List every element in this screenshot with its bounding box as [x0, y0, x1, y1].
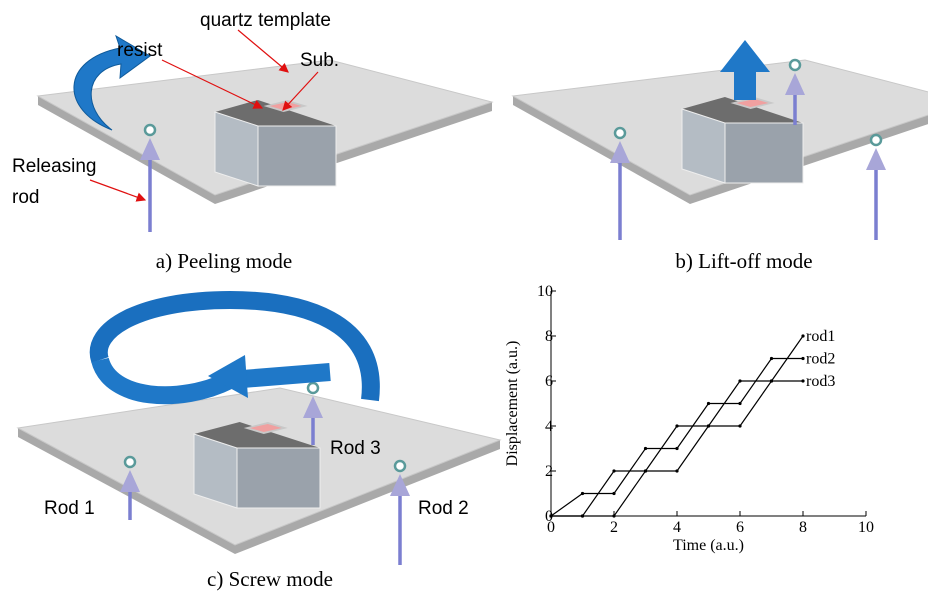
point — [549, 514, 552, 517]
point — [612, 492, 615, 495]
y-axis-title: Displacement (a.u.) — [504, 341, 521, 467]
point — [801, 379, 804, 382]
y-tick-label: 8 — [545, 328, 553, 345]
caption: b) Lift-off mode — [675, 249, 812, 273]
pointer — [90, 180, 145, 200]
x-tick-label: 6 — [736, 519, 744, 536]
caption: a) Peeling mode — [156, 249, 292, 273]
point — [644, 469, 647, 472]
y-tick-label: 10 — [537, 283, 553, 300]
y-tick-label: 6 — [545, 373, 553, 390]
label: quartz template — [200, 10, 331, 31]
pointer — [238, 30, 288, 72]
point — [612, 469, 615, 472]
x-tick-label: 4 — [673, 519, 681, 536]
label: Rod 2 — [418, 498, 469, 519]
x-tick-label: 2 — [610, 519, 618, 536]
point — [801, 334, 804, 337]
substrate-front — [258, 126, 336, 186]
figure: quartz template resist Sub. Releasing ro… — [0, 0, 928, 596]
y-tick-label: 2 — [545, 463, 553, 480]
point — [801, 357, 804, 360]
point — [738, 424, 741, 427]
substrate-front — [237, 448, 320, 508]
point — [770, 379, 773, 382]
rod-ball — [615, 128, 625, 138]
caption: c) Screw mode — [207, 567, 333, 591]
rod-ball — [308, 383, 318, 393]
point — [612, 514, 615, 517]
rod-tip — [866, 148, 886, 170]
rod-ball — [395, 461, 405, 471]
point — [770, 357, 773, 360]
point — [707, 402, 710, 405]
label: Releasing — [12, 156, 97, 177]
substrate-front — [725, 123, 803, 183]
point — [738, 402, 741, 405]
label: rod — [12, 187, 39, 208]
point — [707, 424, 710, 427]
rod-ball — [871, 135, 881, 145]
point — [675, 447, 678, 450]
point — [675, 469, 678, 472]
label: Rod 1 — [44, 498, 95, 519]
point — [738, 379, 741, 382]
rod-ball — [125, 457, 135, 467]
label: Sub. — [300, 50, 339, 71]
series-label: rod2 — [806, 351, 835, 368]
label: resist — [117, 40, 163, 61]
point — [675, 424, 678, 427]
point — [581, 514, 584, 517]
diagram-shapes — [18, 36, 928, 565]
point — [644, 447, 647, 450]
label: Rod 3 — [330, 438, 381, 459]
series-label: rod3 — [806, 373, 835, 390]
y-tick-label: 4 — [545, 418, 553, 435]
x-tick-label: 8 — [799, 519, 807, 536]
series-line — [551, 359, 803, 517]
rod-ball — [145, 125, 155, 135]
series-label: rod1 — [806, 328, 835, 345]
x-tick-label: 10 — [858, 519, 874, 536]
point — [581, 492, 584, 495]
rod-ball — [790, 60, 800, 70]
x-axis-title: Time (a.u.) — [673, 537, 744, 554]
